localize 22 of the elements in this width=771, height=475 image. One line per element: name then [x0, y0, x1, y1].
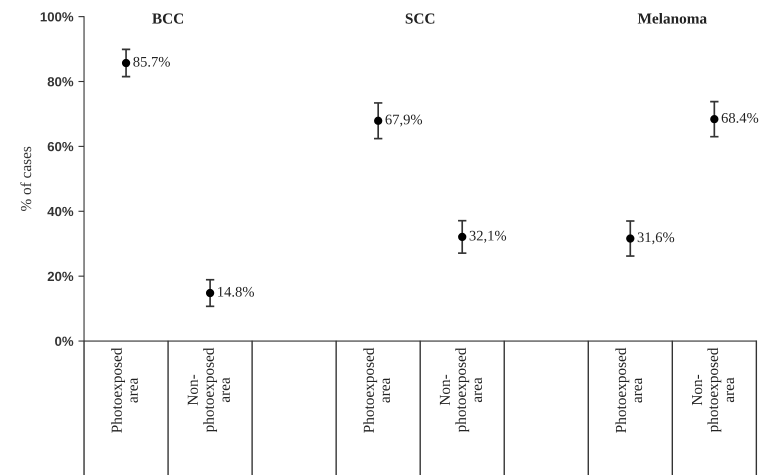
- y-tick-label: 60%: [48, 142, 74, 152]
- y-tick-label: 20%: [48, 272, 74, 282]
- y-axis-title: % of cases: [20, 146, 32, 211]
- data-label: 68.4%: [722, 112, 758, 123]
- data-label: 14.8%: [218, 286, 254, 297]
- x-tick-label: Photoexposed area: [615, 348, 642, 433]
- data-label: 67,9%: [386, 114, 422, 127]
- x-tick-label: Photoexposed area: [363, 348, 390, 433]
- annotation: Melanoma: [638, 12, 707, 24]
- x-tick-label: Non- photoexposed area: [188, 348, 230, 432]
- x-tick-label: Non- photoexposed area: [440, 348, 482, 432]
- y-tick-label: 100%: [40, 12, 74, 22]
- annotation: BCC: [152, 13, 184, 24]
- annotation: SCC: [406, 13, 434, 24]
- x-tick-label: Non- photoexposed area: [692, 348, 734, 432]
- data-label: 85.7%: [133, 56, 170, 67]
- y-tick-label: 40%: [47, 206, 74, 216]
- data-label: 31,6%: [638, 232, 674, 244]
- data-label: 32,1%: [470, 230, 506, 243]
- y-tick-label: 80%: [48, 77, 74, 86]
- y-tick-label: 0%: [55, 336, 74, 346]
- x-tick-label: Photoexposed area: [111, 348, 138, 433]
